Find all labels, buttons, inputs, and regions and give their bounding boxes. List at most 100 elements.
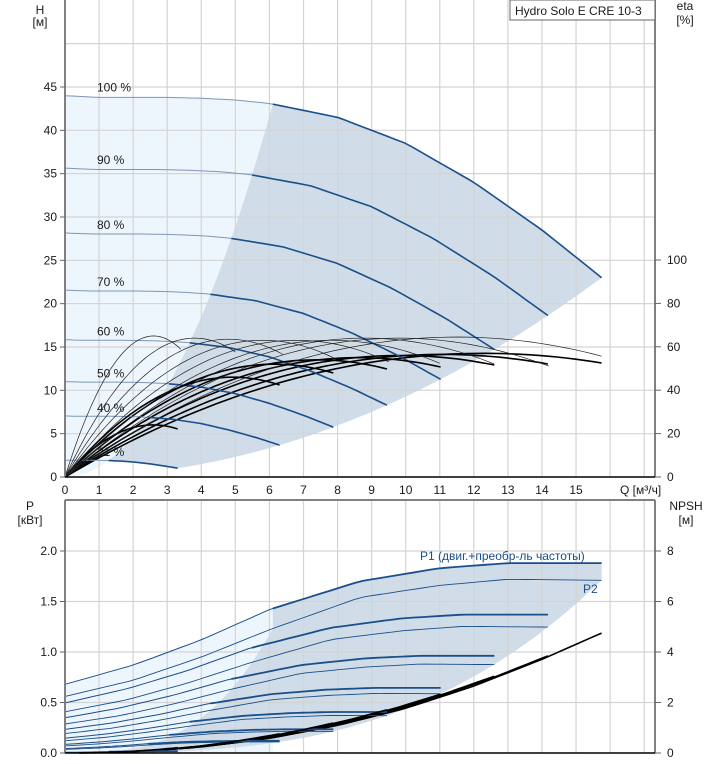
eta-axis-unit: [%] bbox=[676, 13, 693, 27]
y-axis-unit: [м] bbox=[33, 15, 48, 29]
speed-label: 60 % bbox=[97, 325, 125, 339]
y-tick-label: 30 bbox=[44, 210, 58, 224]
eta-curve-thin bbox=[64, 339, 389, 478]
title-box: Hydro Solo E CRE 10-3 bbox=[509, 0, 656, 21]
x-tick-label: 13 bbox=[501, 483, 515, 497]
head-curve-60 bbox=[189, 342, 388, 406]
eta-axis-label: eta bbox=[677, 0, 694, 13]
p2-curve-100 bbox=[64, 578, 602, 697]
eta-curve-thin bbox=[64, 336, 602, 478]
x-axis-label: Q [м³/ч] bbox=[620, 483, 661, 497]
y-tick-label: 40 bbox=[44, 123, 58, 137]
eta-curve-thin bbox=[64, 337, 495, 478]
eta-curve-thin bbox=[64, 335, 182, 478]
y-tick-label: 25 bbox=[44, 253, 58, 267]
eta-curve-70 bbox=[64, 356, 441, 478]
x-tick-label: 9 bbox=[368, 483, 375, 497]
eta-tick-label: 20 bbox=[667, 427, 681, 441]
x-tick-label: 4 bbox=[198, 483, 205, 497]
x-tick-label: 12 bbox=[467, 483, 481, 497]
speed-label: 100 % bbox=[97, 81, 131, 95]
power-axis-label: P bbox=[26, 499, 34, 513]
head-curve-60-low bbox=[64, 339, 190, 344]
p2-curve-80 bbox=[64, 663, 495, 725]
eta-curve-50 bbox=[64, 363, 334, 478]
p2-curve-40 bbox=[64, 741, 280, 750]
eta-tick-label: 80 bbox=[667, 296, 681, 310]
x-tick-label: 6 bbox=[266, 483, 273, 497]
speed-label: 90 % bbox=[97, 153, 125, 167]
p2-curve-60 bbox=[64, 715, 387, 742]
eta-curve-thin bbox=[64, 339, 335, 478]
eta-tick-label: 0 bbox=[667, 470, 674, 484]
eta-tick-label: 60 bbox=[667, 340, 681, 354]
power-tick-label: 0.5 bbox=[40, 696, 57, 710]
p1-curve-thick-40 bbox=[148, 739, 280, 745]
eta-curve-thin bbox=[64, 337, 549, 478]
npsh-axis-label: NPSH bbox=[669, 499, 702, 513]
p1-curve-thick-100 bbox=[272, 562, 602, 610]
y-tick-label: 35 bbox=[44, 167, 58, 181]
npsh-tick-label: 2 bbox=[667, 696, 674, 710]
eta-curve-21 bbox=[64, 424, 178, 478]
npsh-tick-label: 0 bbox=[667, 746, 674, 760]
eta-curve-thin bbox=[64, 337, 236, 478]
curves bbox=[64, 95, 603, 754]
legend-p2: P2 bbox=[583, 582, 598, 596]
head-curve-80-low bbox=[64, 232, 232, 239]
speed-label: 50 % bbox=[97, 367, 125, 381]
x-tick-label: 7 bbox=[300, 483, 307, 497]
head-curve-80 bbox=[231, 237, 495, 351]
head-curve-50-low bbox=[64, 381, 169, 385]
head-curve-90 bbox=[251, 174, 549, 317]
npsh-tick-label: 4 bbox=[667, 645, 674, 659]
p2-curve-50 bbox=[64, 730, 334, 747]
y-tick-label: 10 bbox=[44, 383, 58, 397]
npsh-axis-unit: [м] bbox=[679, 513, 694, 527]
power-tick-label: 2.0 bbox=[40, 544, 57, 558]
npsh-tick-label: 8 bbox=[667, 544, 674, 558]
x-tick-label: 8 bbox=[334, 483, 341, 497]
y-axis-label: H bbox=[36, 3, 45, 17]
npsh-tick-label: 6 bbox=[667, 595, 674, 609]
y-tick-label: 0 bbox=[50, 470, 57, 484]
eta-curve-thin bbox=[64, 339, 440, 478]
x-tick-label: 2 bbox=[130, 483, 137, 497]
p1-curve-thick-60 bbox=[189, 711, 387, 723]
p1-curve-thick-70 bbox=[210, 687, 441, 705]
power-tick-label: 0.0 bbox=[40, 746, 57, 760]
y-tick-label: 45 bbox=[44, 80, 58, 94]
eta-tick-label: 100 bbox=[667, 253, 687, 267]
x-tick-label: 15 bbox=[569, 483, 583, 497]
x-tick-label: 5 bbox=[232, 483, 239, 497]
speed-label: 80 % bbox=[97, 218, 125, 232]
chart-title: Hydro Solo E CRE 10-3 bbox=[515, 4, 642, 18]
y-tick-label: 15 bbox=[44, 340, 58, 354]
x-tick-label: 14 bbox=[535, 483, 549, 497]
operating-region-power bbox=[108, 563, 602, 752]
x-tick-label: 1 bbox=[96, 483, 103, 497]
eta-tick-label: 40 bbox=[667, 383, 681, 397]
head-curve-90-low bbox=[64, 167, 253, 176]
x-tick-label: 0 bbox=[62, 483, 69, 497]
p2-curve-90 bbox=[64, 625, 548, 713]
head-curve-40 bbox=[148, 416, 280, 446]
y-tick-label: 20 bbox=[44, 297, 58, 311]
p1-curve-thick-90 bbox=[251, 613, 548, 649]
head-curve-50 bbox=[168, 383, 334, 428]
head-curve-70-low bbox=[64, 289, 211, 295]
head-curve-100-low bbox=[64, 95, 273, 105]
legend-p1: P1 (двиг.+преобр-ль частоты) bbox=[420, 549, 585, 563]
p1-curve-thick-80 bbox=[231, 654, 495, 680]
eta-curve-40 bbox=[64, 376, 280, 478]
p2-curve-70 bbox=[64, 692, 441, 735]
speed-label: 70 % bbox=[97, 275, 125, 289]
axes bbox=[60, 0, 661, 754]
power-axis-unit: [кВт] bbox=[17, 513, 42, 527]
head-curve-21 bbox=[108, 459, 178, 469]
head-curve-100 bbox=[272, 103, 603, 279]
x-tick-label: 11 bbox=[434, 483, 447, 497]
x-tick-label: 3 bbox=[164, 483, 171, 497]
